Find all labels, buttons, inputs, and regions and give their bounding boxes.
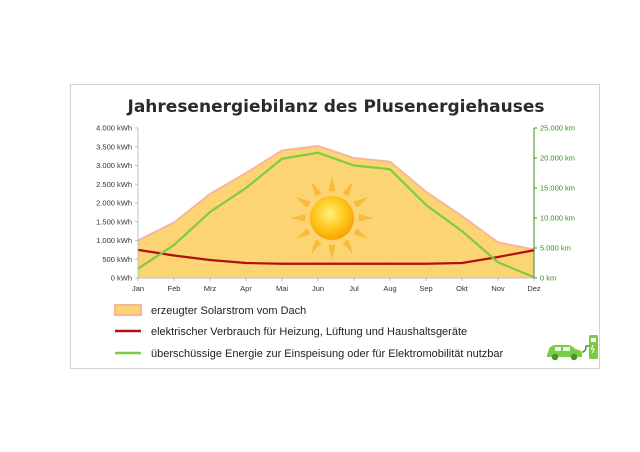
sun-ray — [295, 228, 311, 239]
sun-ray — [353, 197, 369, 208]
y-right-tick-label: 0 km — [540, 274, 556, 283]
point-consumption-Okt — [461, 262, 463, 264]
series-area-solar-outline — [137, 144, 535, 251]
chart-title: Jahresenergiebilanz des Plusenergiehause… — [127, 97, 545, 117]
y-right-tick-label: 25.000 km — [540, 124, 575, 133]
x-tick-label: Feb — [168, 284, 181, 293]
legend-item-solar: erzeugter Solarstrom vom Dach — [114, 304, 306, 317]
sun-icon — [290, 176, 374, 260]
legend-label-surplus: überschüssige Energie zur Einspeisung od… — [151, 348, 504, 360]
point-consumption-Jul — [353, 262, 355, 265]
sun-disc — [310, 196, 354, 240]
point-solar-Okt — [461, 215, 463, 217]
sun-ray — [328, 176, 336, 192]
sun-ray — [342, 181, 353, 197]
x-tick-label: Jul — [349, 284, 359, 293]
point-consumption-Sep — [425, 262, 427, 265]
y-left-tick-label: 3.000 kWh — [96, 161, 132, 170]
y-left-tick-label: 500 kWh — [102, 255, 132, 264]
point-solar-Mrz — [209, 193, 211, 195]
x-tick-label: Sep — [419, 284, 432, 293]
point-consumption-Feb — [173, 254, 175, 257]
point-solar-Apr — [245, 172, 247, 174]
y-right-tick-label: 5.000 km — [540, 244, 571, 253]
point-surplus-Aug — [389, 168, 391, 171]
point-surplus-Okt — [461, 230, 463, 232]
legend-item-surplus: überschüssige Energie zur Einspeisung od… — [115, 348, 504, 360]
legend-label-solar: erzeugter Solarstrom vom Dach — [151, 305, 306, 317]
legend-label-consumption: elektrischer Verbrauch für Heizung, Lüft… — [151, 326, 467, 338]
point-surplus-Feb — [173, 244, 175, 246]
point-surplus-Sep — [425, 204, 427, 206]
axes-layer: 0 kWh 500 kWh 1.000 kWh 1.500 kWh 2.000 kWh 2… — [96, 124, 575, 293]
chart: Jahresenergiebilanz des Plusenergiehause… — [96, 97, 598, 361]
sun-ray — [290, 214, 306, 222]
x-tick-label: Jun — [312, 284, 324, 293]
lines-layer — [137, 151, 535, 279]
sun-ray — [342, 239, 353, 255]
point-consumption-Nov — [497, 256, 499, 258]
point-surplus-Apr — [245, 187, 247, 189]
legend: erzeugter Solarstrom vom Dach elektrisch… — [114, 304, 504, 360]
sun-ray — [328, 244, 336, 260]
y-left-tick-label: 2.500 kWh — [96, 180, 132, 189]
point-surplus-Nov — [497, 261, 499, 264]
x-tick-label: Mrz — [204, 284, 217, 293]
x-tick-label: Mai — [276, 284, 288, 293]
x-tick-label: Aug — [383, 284, 396, 293]
point-solar-Aug — [389, 161, 391, 163]
x-tick-label: Jan — [132, 284, 144, 293]
y-right-tick-label: 10.000 km — [540, 214, 575, 223]
point-surplus-Mrz — [209, 211, 211, 213]
sun-ray — [353, 228, 369, 239]
x-tick-label: Nov — [491, 284, 505, 293]
point-surplus-Jul — [353, 164, 355, 167]
point-solar-Mai — [281, 149, 283, 152]
series-line-surplus — [137, 151, 535, 279]
point-consumption-Mai — [281, 262, 283, 265]
point-solar-Sep — [425, 191, 427, 193]
point-consumption-Mrz — [209, 259, 211, 261]
x-tick-label: Okt — [456, 284, 469, 293]
y-right-tick-label: 20.000 km — [540, 154, 575, 163]
y-left-tick-label: 1.500 kWh — [96, 217, 132, 226]
sun-ray — [295, 197, 311, 208]
y-left-tick-label: 1.000 kWh — [96, 236, 132, 245]
point-consumption-Apr — [245, 262, 247, 264]
y-left-tick-label: 0 kWh — [111, 274, 132, 283]
point-surplus-Mai — [281, 157, 283, 160]
sun-ray — [311, 239, 322, 255]
point-consumption-Jun — [317, 262, 319, 265]
point-consumption-Aug — [389, 262, 391, 265]
point-solar-Jul — [353, 157, 355, 159]
point-surplus-Jun — [317, 151, 319, 154]
y-left-tick-label: 4.000 kWh — [96, 124, 132, 133]
point-solar-Nov — [497, 241, 499, 243]
x-tick-label: Apr — [240, 284, 252, 293]
sun-ray — [311, 181, 322, 197]
point-solar-Feb — [173, 221, 175, 224]
electric-car-charging-icon — [547, 335, 598, 361]
y-left-tick-label: 3.500 kWh — [96, 142, 132, 151]
x-tick-label: Dez — [527, 284, 541, 293]
sun-ray — [358, 214, 374, 222]
chart-frame: Jahresenergiebilanz des Plusenergiehause… — [70, 84, 600, 369]
y-right-tick-label: 15.000 km — [540, 184, 575, 193]
y-left-tick-label: 2.000 kWh — [96, 199, 132, 208]
legend-item-consumption: elektrischer Verbrauch für Heizung, Lüft… — [115, 326, 467, 338]
point-solar-Jun — [317, 145, 319, 147]
series-line-consumption — [137, 248, 535, 265]
legend-swatch-solar — [114, 304, 142, 316]
